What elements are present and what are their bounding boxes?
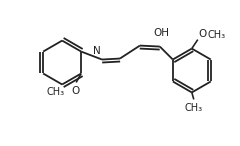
Text: CH₃: CH₃ xyxy=(46,87,64,97)
Text: N: N xyxy=(93,46,101,55)
Text: CH₃: CH₃ xyxy=(208,30,226,40)
Text: O: O xyxy=(71,86,79,97)
Text: OH: OH xyxy=(154,28,170,38)
Text: CH₃: CH₃ xyxy=(185,103,203,113)
Text: O: O xyxy=(199,29,207,39)
